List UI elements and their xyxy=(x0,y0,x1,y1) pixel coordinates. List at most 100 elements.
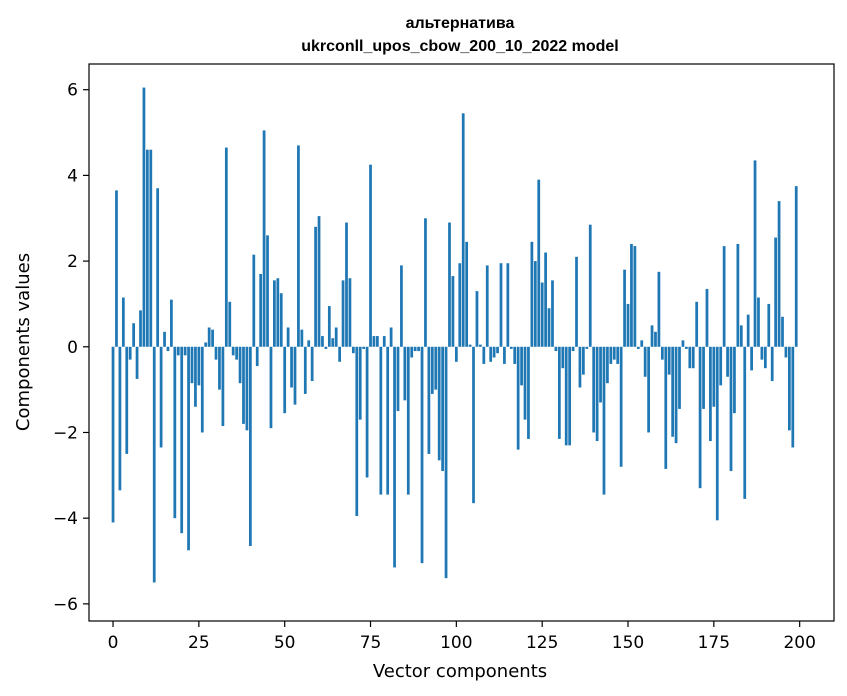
bar xyxy=(290,346,293,388)
y-axis-label: Components values xyxy=(13,253,34,431)
bar xyxy=(544,252,547,347)
bar xyxy=(753,160,757,347)
bar xyxy=(650,325,654,347)
bar xyxy=(152,346,156,583)
bar xyxy=(788,346,791,431)
bar xyxy=(372,336,376,347)
bar xyxy=(214,346,218,360)
bar xyxy=(413,346,417,352)
bar xyxy=(204,342,208,347)
bar xyxy=(142,87,146,347)
bar xyxy=(269,346,273,429)
bar xyxy=(592,346,596,433)
bar xyxy=(643,346,647,377)
bar xyxy=(145,149,149,347)
bar xyxy=(324,346,328,349)
bar xyxy=(503,346,506,364)
bar xyxy=(791,346,795,448)
bar xyxy=(382,336,386,347)
bar xyxy=(190,346,194,384)
bar xyxy=(386,346,390,495)
y-tick-label: 0 xyxy=(67,338,78,358)
bar xyxy=(585,346,589,349)
bar xyxy=(612,346,616,360)
bar xyxy=(475,291,479,347)
bar xyxy=(781,316,784,347)
bar xyxy=(657,271,661,347)
bar xyxy=(441,346,444,472)
bar xyxy=(307,340,311,347)
bar xyxy=(691,346,695,369)
bar xyxy=(509,346,513,349)
bar xyxy=(139,310,142,347)
y-axis-ticks: −6 −4 −2 0 2 4 6 xyxy=(53,81,89,615)
bar xyxy=(207,327,211,347)
bar xyxy=(636,346,640,349)
bar xyxy=(163,331,166,347)
bar xyxy=(578,346,582,388)
bar xyxy=(321,336,324,347)
bar xyxy=(537,179,541,347)
bar xyxy=(252,254,256,347)
bar xyxy=(310,346,314,382)
bar xyxy=(496,346,499,354)
bar xyxy=(461,113,465,347)
bar xyxy=(403,346,407,401)
bar xyxy=(128,346,132,360)
y-tick-label: −4 xyxy=(53,509,78,529)
bar xyxy=(472,346,475,504)
bar xyxy=(458,263,462,347)
bar xyxy=(540,282,544,347)
bar xyxy=(554,346,558,352)
bar xyxy=(434,346,438,390)
bar xyxy=(588,224,592,347)
bar xyxy=(424,218,427,347)
bar xyxy=(729,346,733,472)
bar xyxy=(259,273,263,347)
bar xyxy=(334,327,338,347)
bar xyxy=(520,346,523,386)
bar xyxy=(211,329,214,347)
bar xyxy=(159,346,163,448)
bar xyxy=(633,246,637,347)
y-tick-label: 2 xyxy=(67,252,78,272)
bar xyxy=(547,308,551,347)
bar xyxy=(255,346,259,367)
bar xyxy=(671,346,675,437)
bar xyxy=(736,243,740,347)
bar xyxy=(194,346,197,407)
bar xyxy=(156,188,160,347)
bar xyxy=(743,346,747,499)
bar xyxy=(341,280,345,347)
bar xyxy=(228,301,232,347)
bar xyxy=(376,336,379,347)
x-tick-label: 75 xyxy=(360,633,382,653)
bar xyxy=(389,327,393,347)
bar xyxy=(702,346,705,409)
bar xyxy=(777,201,781,347)
bar xyxy=(297,145,300,347)
bar-series xyxy=(111,87,798,583)
bar xyxy=(516,346,520,450)
bar xyxy=(698,346,702,489)
bar xyxy=(619,346,623,467)
bar xyxy=(231,346,235,356)
bar xyxy=(695,301,699,347)
bar xyxy=(763,346,767,369)
bar xyxy=(784,346,788,358)
bar xyxy=(218,346,221,390)
bar xyxy=(568,346,572,446)
bar xyxy=(602,346,606,495)
bar xyxy=(358,346,362,420)
bar xyxy=(685,346,688,349)
bar xyxy=(197,346,201,386)
bar xyxy=(571,346,575,352)
bar xyxy=(262,130,266,347)
bar xyxy=(180,346,184,534)
bar xyxy=(448,222,451,347)
bar xyxy=(674,346,678,444)
bar xyxy=(417,346,420,352)
bar xyxy=(393,346,396,568)
bar xyxy=(279,293,283,347)
